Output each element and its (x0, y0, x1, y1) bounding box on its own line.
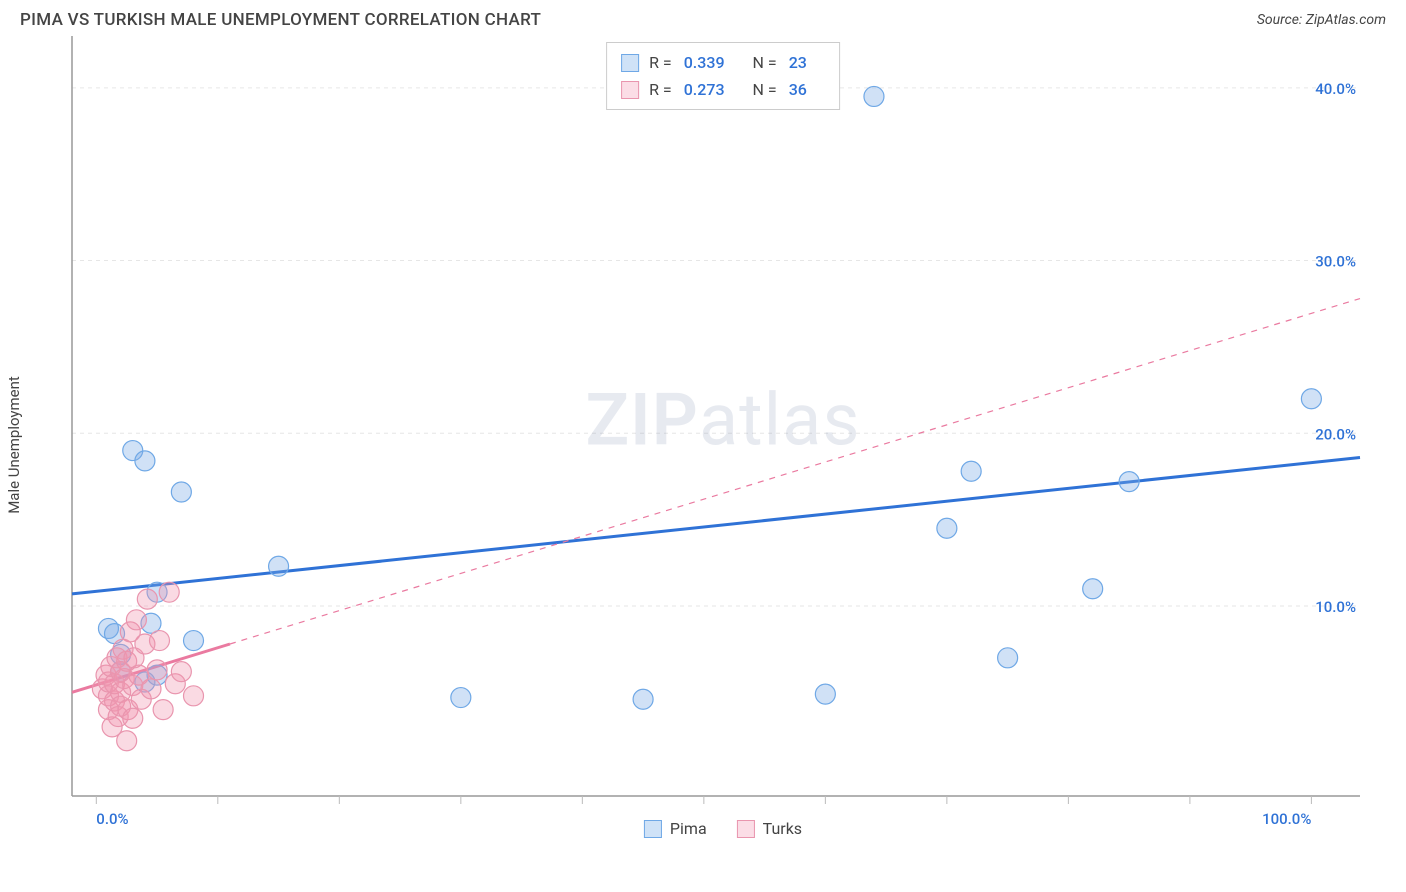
stats-row-pima: R = 0.339 N = 23 (621, 49, 825, 76)
pima-r-value: 0.339 (684, 49, 725, 76)
r-label: R = (649, 76, 672, 103)
stats-legend: R = 0.339 N = 23 R = 0.273 N = 36 (606, 42, 840, 110)
pima-swatch-icon (621, 54, 639, 72)
svg-text:30.0%: 30.0% (1315, 253, 1356, 271)
chart-title: PIMA VS TURKISH MALE UNEMPLOYMENT CORREL… (20, 10, 541, 30)
stats-row-turks: R = 0.273 N = 36 (621, 76, 825, 103)
n-label: N = (753, 49, 777, 76)
title-bar: PIMA VS TURKISH MALE UNEMPLOYMENT CORREL… (0, 0, 1406, 36)
turks-swatch-icon (621, 81, 639, 99)
pima-label: Pima (670, 819, 707, 838)
source-attribution: Source: ZipAtlas.com (1257, 12, 1386, 28)
svg-text:40.0%: 40.0% (1315, 80, 1356, 98)
svg-text:10.0%: 10.0% (1315, 598, 1356, 616)
legend-item-turks: Turks (737, 819, 802, 838)
source-prefix: Source: (1257, 12, 1306, 28)
pima-n-value: 23 (789, 49, 807, 76)
y-axis-label: Male Unemployment (5, 376, 23, 514)
n-label: N = (753, 76, 777, 103)
source-name: ZipAtlas.com (1306, 12, 1386, 28)
turks-n-value: 36 (789, 76, 807, 103)
series-legend: Pima Turks (644, 819, 802, 838)
turks-r-value: 0.273 (684, 76, 725, 103)
legend-item-pima: Pima (644, 819, 707, 838)
scatter-plot: 10.0% 20.0% 30.0% 40.0% 0.0% 100.0% (60, 36, 1386, 836)
turks-label: Turks (763, 819, 802, 838)
turks-swatch-icon (737, 820, 755, 838)
pima-swatch-icon (644, 820, 662, 838)
chart-area: Male Unemployment ZIPatlas 10.0%20.0%30.… (60, 36, 1386, 836)
r-label: R = (649, 49, 672, 76)
svg-text:0.0%: 0.0% (96, 810, 128, 828)
svg-text:100.0%: 100.0% (1262, 810, 1311, 828)
svg-text:20.0%: 20.0% (1315, 425, 1356, 443)
